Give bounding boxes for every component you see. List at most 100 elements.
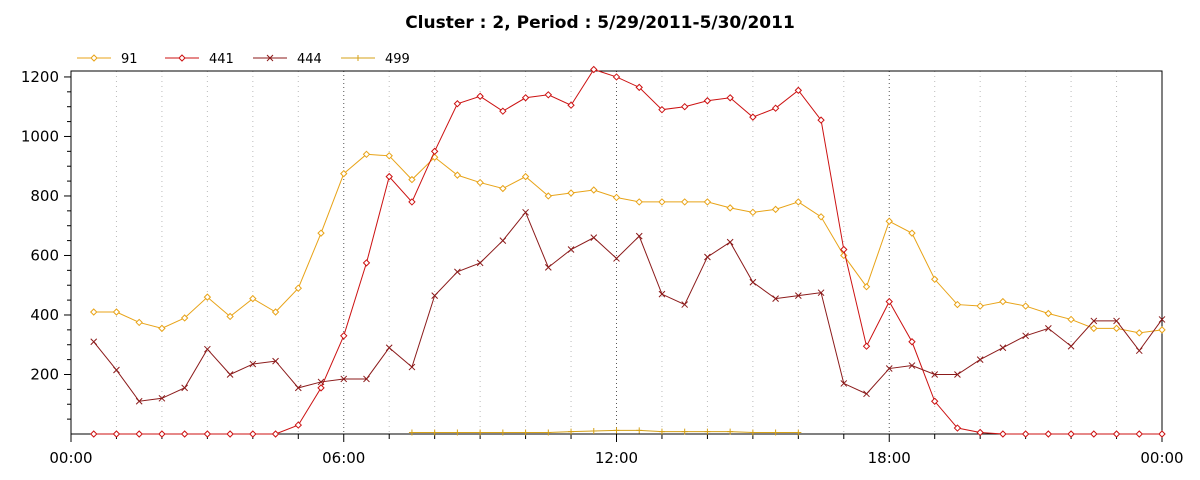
- data-point: [704, 253, 711, 261]
- data-point: [1158, 326, 1166, 334]
- series-91: [90, 150, 1166, 337]
- y-tick-label: 200: [30, 365, 59, 383]
- data-point: [158, 430, 166, 438]
- data-point: [772, 295, 779, 302]
- legend-label: 91: [121, 52, 138, 67]
- data-point: [112, 430, 121, 438]
- data-point: [817, 213, 825, 221]
- data-point: [840, 245, 848, 254]
- legend-item: 499: [341, 52, 410, 67]
- axes: 200 400 600 800 1000 1200 00:00 06:00 12:00 18:00…: [21, 68, 1184, 467]
- data-point: [90, 430, 98, 438]
- data-point: [635, 232, 643, 240]
- data-point: [453, 171, 462, 179]
- data-point: [976, 356, 984, 363]
- data-point: [1044, 325, 1052, 332]
- data-point: [749, 208, 757, 217]
- data-point: [181, 384, 188, 392]
- x-tick-label: 12:00: [595, 449, 638, 467]
- data-point: [635, 83, 643, 92]
- data-point: [430, 147, 439, 156]
- data-point: [771, 104, 780, 112]
- data-point: [567, 246, 575, 253]
- data-point: [794, 292, 802, 299]
- data-point: [1158, 316, 1166, 323]
- x-tick-label: 06:00: [322, 449, 365, 467]
- data-point: [544, 91, 553, 99]
- data-point: [476, 92, 484, 100]
- data-point: [680, 198, 689, 206]
- data-point: [885, 297, 893, 306]
- data-point: [862, 342, 871, 350]
- data-point: [90, 338, 98, 346]
- data-point: [931, 397, 939, 405]
- data-point: [612, 193, 621, 202]
- data-point: [521, 94, 530, 102]
- data-point: [294, 421, 302, 429]
- data-point: [636, 427, 643, 434]
- data-point: [908, 338, 916, 346]
- data-point: [885, 365, 893, 372]
- x-tick-label: 00:00: [49, 449, 92, 467]
- legend-marker: [266, 54, 274, 62]
- data-point: [180, 314, 189, 322]
- data-point: [476, 259, 484, 267]
- data-point: [794, 86, 803, 95]
- data-point: [113, 366, 120, 374]
- y-tick-label: 1000: [21, 127, 59, 145]
- data-point: [749, 113, 757, 121]
- data-point: [385, 344, 393, 352]
- legend-label: 444: [297, 52, 322, 67]
- data-point: [840, 380, 848, 387]
- data-point: [226, 430, 234, 438]
- series-line: [411, 429, 799, 434]
- series-444: [90, 208, 1166, 405]
- data-point: [1135, 430, 1143, 438]
- data-point: [658, 290, 666, 298]
- data-point: [294, 284, 302, 292]
- data-point: [590, 234, 598, 241]
- x-tick-label: 00:00: [1140, 449, 1183, 467]
- data-point: [431, 292, 439, 299]
- y-tick-label: 400: [30, 306, 59, 324]
- data-point: [431, 429, 438, 436]
- data-point: [953, 300, 962, 309]
- data-point: [1158, 430, 1166, 438]
- data-point: [544, 264, 552, 271]
- data-point: [476, 178, 484, 187]
- data-point: [544, 192, 553, 200]
- data-point: [726, 238, 734, 246]
- data-point: [408, 429, 415, 436]
- data-point: [1021, 430, 1030, 438]
- data-point: [568, 428, 575, 435]
- legend-marker: [90, 54, 98, 62]
- data-point: [203, 293, 212, 301]
- data-point: [613, 427, 620, 434]
- data-point: [954, 371, 961, 378]
- data-point: [362, 150, 371, 159]
- data-point: [204, 345, 211, 353]
- data-point: [680, 102, 689, 111]
- series-line: [93, 211, 1163, 402]
- data-point: [817, 289, 825, 297]
- data-point: [499, 107, 507, 115]
- data-point: [1112, 430, 1121, 438]
- series-499: [408, 427, 802, 436]
- data-point: [1067, 342, 1075, 350]
- data-point: [408, 363, 416, 371]
- data-point: [363, 375, 370, 383]
- data-point: [317, 384, 325, 392]
- data-point: [681, 301, 689, 308]
- data-point: [226, 371, 234, 378]
- data-point: [817, 116, 825, 124]
- series-layer: [90, 65, 1166, 438]
- y-tick-label: 600: [30, 246, 59, 264]
- data-point: [931, 275, 939, 283]
- data-point: [135, 397, 143, 405]
- data-point: [749, 278, 757, 286]
- data-point: [249, 430, 257, 438]
- data-point: [658, 428, 665, 435]
- data-point: [499, 237, 507, 244]
- chart-title: Cluster : 2, Period : 5/29/2011-5/30/201…: [405, 13, 795, 33]
